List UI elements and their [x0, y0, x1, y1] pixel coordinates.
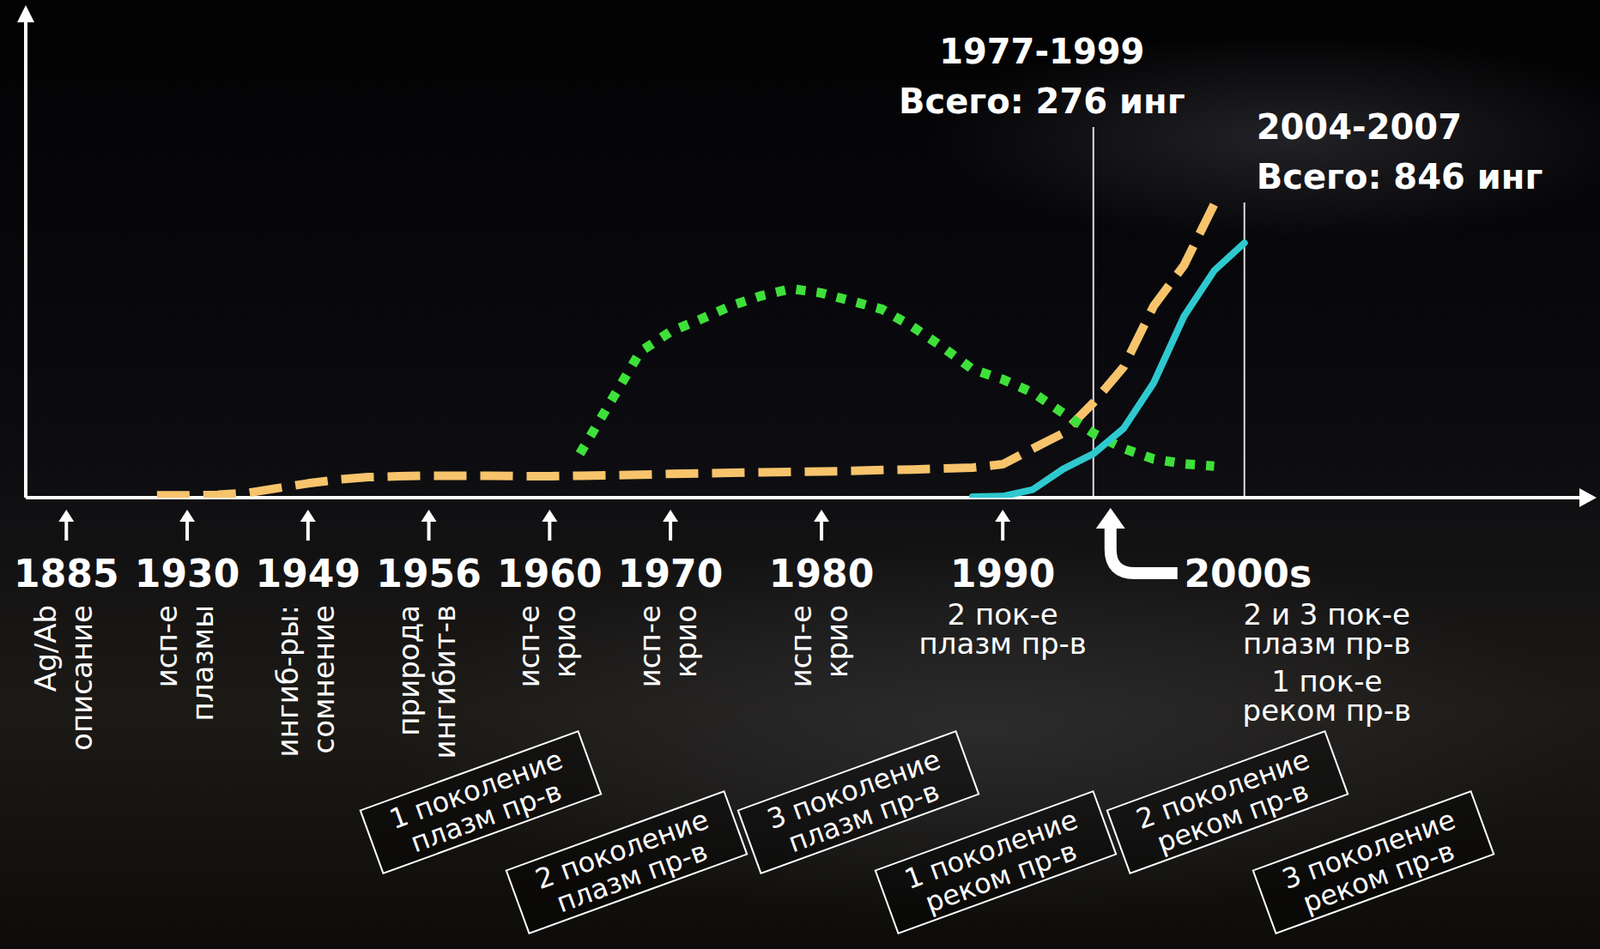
tick-arrow-head — [300, 509, 316, 522]
generation-label: реком пр-в — [1152, 774, 1314, 860]
tick-note: исп-е — [511, 605, 546, 688]
generation-frame — [1253, 791, 1494, 934]
x-tick-label: 1930 — [134, 551, 240, 596]
generation-label: реком пр-в — [921, 834, 1082, 920]
y-axis — [24, 20, 28, 498]
x-tick-label: 1949 — [255, 551, 361, 596]
tick-note: исп-е — [783, 605, 819, 688]
tick-arrow — [1110, 525, 1178, 574]
period-note: плазм пр-в — [918, 626, 1086, 661]
tick-note: крио — [668, 605, 704, 679]
tick-arrow — [819, 520, 824, 541]
tick-arrow-head — [541, 509, 558, 522]
tick-note: природа — [391, 605, 426, 737]
tick-arrow — [64, 520, 68, 541]
generation-box: 1 поколениереком пр-в — [875, 791, 1116, 934]
tick-note: исп-е — [632, 605, 667, 688]
x-axis — [25, 496, 1580, 500]
period-note: плазм пр-в — [1242, 626, 1411, 661]
tick-arrow-head — [813, 509, 830, 522]
generation-frame — [506, 791, 747, 934]
tick-arrow-head — [994, 509, 1011, 522]
tick-note: Ag/Ab — [28, 605, 63, 692]
chart: 1977-1999 Всего: 276 инг 2004-2007 Всего: 8… — [0, 0, 1600, 949]
period-label: Всего: 846 инг — [1256, 157, 1544, 197]
tick-arrow-head — [421, 509, 437, 522]
x-tick-label: 1960 — [496, 551, 602, 596]
tick-note: сомнение — [306, 605, 341, 755]
generation-label: реком пр-в — [1298, 834, 1460, 920]
x-tick-label: 1980 — [769, 551, 874, 596]
x-tick-label: 1990 — [950, 551, 1055, 596]
generation-box: 2 поколениеплазм пр-в — [506, 791, 747, 934]
tick-arrow — [427, 520, 431, 541]
tick-note: крио — [547, 605, 582, 679]
period-label: Всего: 276 инг — [898, 81, 1186, 122]
tick-arrow-head — [1096, 508, 1126, 529]
tick-arrow — [547, 520, 552, 541]
series-line — [580, 288, 1215, 467]
period-note: реком пр-в — [1242, 693, 1412, 728]
generation-label: плазм пр-в — [551, 835, 712, 921]
series-group — [157, 204, 1245, 497]
x-tick-label: 2000s — [1183, 551, 1312, 596]
tick-arrow — [668, 520, 673, 541]
x-tick-label: 1885 — [13, 551, 119, 596]
generation-label: плазм пр-в — [406, 775, 566, 861]
tick-note: крио — [819, 605, 855, 679]
tick-arrow-head — [179, 509, 195, 522]
generation-frame — [875, 791, 1116, 934]
generation-box: 3 поколениереком пр-в — [1253, 791, 1494, 934]
series-line — [157, 204, 1215, 496]
tick-arrow-head — [662, 509, 679, 522]
x-tick-label: 1970 — [618, 551, 723, 596]
tick-note: ингибит-в — [427, 605, 462, 759]
x-axis-arrow — [1579, 488, 1597, 508]
period-label: 1977-1999 — [939, 31, 1145, 72]
period-label: 2004-2007 — [1256, 107, 1462, 147]
tick-arrow — [1000, 520, 1005, 541]
tick-note: исп-е — [149, 605, 184, 688]
period-line — [1092, 127, 1095, 497]
tick-note: описание — [64, 605, 99, 752]
tick-note: плазмы — [185, 605, 220, 722]
x-tick-label: 1956 — [375, 551, 481, 596]
y-axis-arrow — [17, 5, 35, 23]
background — [0, 0, 1600, 949]
generation-label: плазм пр-в — [783, 775, 944, 861]
tick-note: ингиб-ры: — [270, 605, 305, 758]
tick-arrow — [185, 520, 189, 541]
tick-arrow — [306, 520, 310, 541]
series-line — [972, 242, 1245, 497]
tick-arrow-head — [58, 509, 74, 522]
